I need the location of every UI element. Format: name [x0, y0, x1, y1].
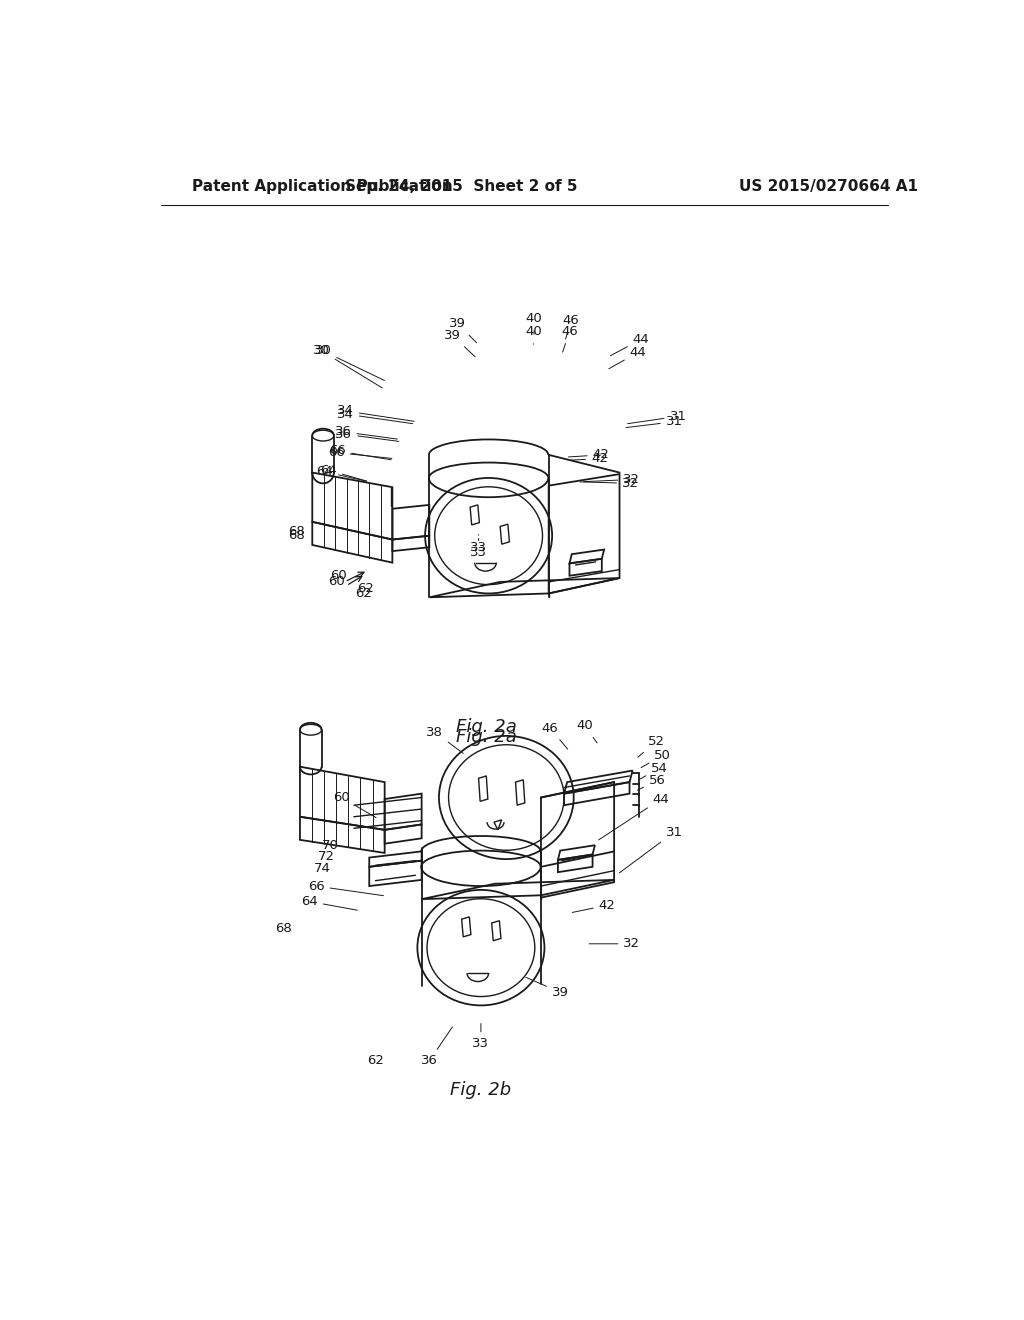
Text: 39: 39 — [444, 329, 475, 356]
Text: 40: 40 — [577, 719, 597, 743]
Text: 46: 46 — [562, 314, 580, 339]
Text: 66: 66 — [328, 446, 392, 459]
Text: 39: 39 — [450, 317, 476, 343]
Text: 62: 62 — [357, 582, 374, 594]
Text: 66: 66 — [330, 445, 391, 459]
Text: 52: 52 — [638, 735, 665, 758]
Polygon shape — [478, 776, 487, 801]
Text: 30: 30 — [313, 345, 382, 388]
Text: 40: 40 — [525, 312, 543, 334]
Text: 68: 68 — [288, 529, 304, 543]
Text: 36: 36 — [421, 1027, 453, 1068]
Text: 31: 31 — [628, 409, 686, 424]
Polygon shape — [462, 917, 471, 937]
Text: 60: 60 — [330, 569, 347, 582]
Text: 36: 36 — [335, 425, 397, 440]
Text: Sep. 24, 2015  Sheet 2 of 5: Sep. 24, 2015 Sheet 2 of 5 — [345, 180, 578, 194]
Text: Fig. 2a: Fig. 2a — [456, 729, 517, 746]
Polygon shape — [515, 780, 524, 805]
Text: 64: 64 — [301, 895, 357, 911]
Text: 38: 38 — [426, 726, 463, 754]
Text: 31: 31 — [626, 416, 683, 428]
Text: 68: 68 — [288, 525, 304, 539]
Text: 32: 32 — [584, 473, 640, 486]
Text: 36: 36 — [336, 428, 398, 441]
Text: 33: 33 — [470, 539, 487, 560]
Text: 46: 46 — [561, 325, 578, 352]
Text: 34: 34 — [337, 404, 415, 421]
Text: 44: 44 — [610, 333, 649, 356]
Text: 44: 44 — [609, 346, 646, 368]
Text: 60: 60 — [329, 576, 345, 589]
Text: 32: 32 — [580, 477, 639, 490]
Text: 39: 39 — [525, 977, 568, 999]
Polygon shape — [470, 506, 479, 525]
Text: 68: 68 — [275, 921, 292, 935]
Text: 34: 34 — [337, 408, 413, 424]
Text: 33: 33 — [470, 535, 487, 554]
Text: 66: 66 — [308, 879, 383, 896]
Text: 62: 62 — [354, 587, 372, 601]
Text: 64: 64 — [321, 463, 367, 480]
Text: 60: 60 — [333, 791, 376, 817]
Text: 62: 62 — [367, 1055, 384, 1068]
Text: 54: 54 — [640, 762, 668, 779]
Text: Fig. 2b: Fig. 2b — [451, 1081, 511, 1100]
Text: 50: 50 — [641, 748, 671, 768]
Text: 33: 33 — [472, 1023, 489, 1051]
Text: 42: 42 — [570, 453, 608, 465]
Text: 46: 46 — [542, 722, 567, 750]
Text: 40: 40 — [525, 325, 542, 345]
Polygon shape — [494, 820, 502, 830]
Text: 64: 64 — [316, 465, 367, 482]
Text: 42: 42 — [572, 899, 615, 912]
Text: 42: 42 — [568, 449, 609, 462]
Text: 30: 30 — [314, 345, 384, 380]
Polygon shape — [492, 921, 501, 941]
Text: 70: 70 — [322, 838, 339, 851]
Text: 44: 44 — [599, 792, 670, 840]
Text: 31: 31 — [620, 825, 683, 873]
Text: Patent Application Publication: Patent Application Publication — [193, 180, 453, 194]
Text: 56: 56 — [637, 774, 666, 791]
Text: US 2015/0270664 A1: US 2015/0270664 A1 — [739, 180, 918, 194]
Text: Fig. 2a: Fig. 2a — [456, 718, 517, 735]
Text: 74: 74 — [314, 862, 331, 875]
Polygon shape — [500, 524, 509, 544]
Text: 72: 72 — [317, 850, 335, 863]
Text: 32: 32 — [589, 937, 640, 950]
